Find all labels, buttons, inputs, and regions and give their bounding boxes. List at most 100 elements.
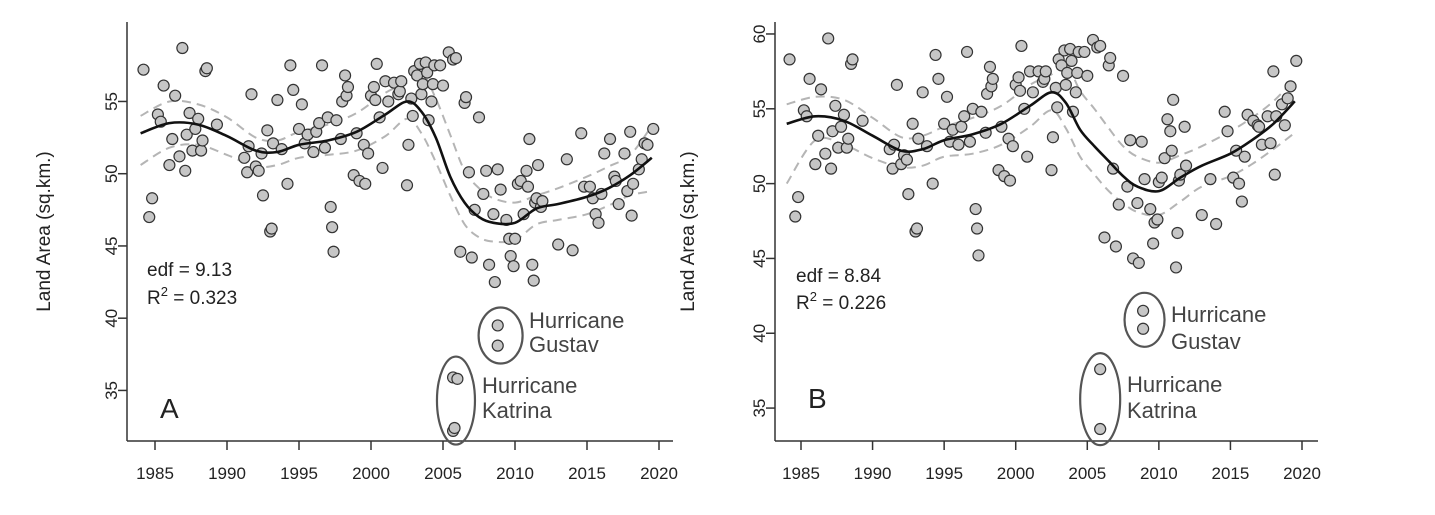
x-tick-label: 2010 — [1140, 464, 1178, 483]
data-point — [1021, 150, 1034, 163]
data-point — [900, 153, 914, 166]
data-point — [1232, 177, 1246, 190]
data-point — [969, 202, 982, 216]
x-tick-label: 2015 — [568, 464, 606, 483]
data-point — [983, 60, 997, 73]
data-point — [1059, 78, 1072, 91]
y-tick-label: 40 — [102, 309, 121, 328]
katrina-label-line1: Hurricane — [1127, 372, 1222, 397]
data-point — [462, 166, 476, 179]
katrina-point — [1094, 363, 1107, 376]
x-tick-label: 2020 — [1283, 464, 1321, 483]
data-point — [803, 72, 816, 85]
data-point — [1078, 45, 1091, 59]
data-point — [1268, 168, 1281, 181]
data-point — [814, 83, 828, 96]
data-point — [318, 141, 332, 154]
data-point — [465, 251, 478, 264]
data-point — [647, 122, 660, 136]
y-axis-title: Land Area (sq.km.) — [678, 151, 699, 312]
data-point — [1026, 86, 1039, 99]
data-point — [1046, 131, 1060, 144]
data-point — [508, 232, 522, 245]
data-point — [970, 222, 984, 235]
data-point — [313, 117, 326, 130]
x-tick-label: 1995 — [280, 464, 318, 483]
data-point — [1284, 80, 1297, 93]
x-tick-label: 2015 — [1212, 464, 1250, 483]
data-point — [494, 183, 507, 196]
data-point — [626, 177, 640, 190]
data-point — [552, 238, 565, 251]
data-point — [1094, 39, 1107, 53]
data-point — [1267, 65, 1280, 78]
data-point — [520, 164, 533, 177]
data-point — [932, 72, 945, 85]
data-point — [1235, 195, 1248, 208]
data-point — [1104, 51, 1117, 65]
data-point — [341, 80, 355, 94]
data-point — [1138, 173, 1151, 186]
r2-stat: R2 = 0.226 — [796, 289, 886, 314]
data-point — [916, 86, 929, 99]
data-point — [856, 114, 869, 127]
data-point — [143, 210, 156, 224]
katrina-ellipse — [435, 355, 477, 446]
fit-line — [140, 100, 653, 226]
data-point — [1131, 196, 1144, 210]
data-point — [359, 177, 372, 190]
r2-superscript: 2 — [810, 289, 817, 304]
data-point — [624, 125, 637, 138]
gustav-label-line1: Hurricane — [1171, 302, 1266, 327]
gustav-point — [491, 339, 504, 352]
data-point — [266, 137, 280, 150]
data-point — [834, 120, 848, 133]
data-point — [929, 48, 942, 62]
data-point — [583, 180, 596, 193]
data-point — [1061, 66, 1074, 79]
data-point — [1045, 164, 1058, 177]
y-tick-label: 45 — [750, 249, 769, 268]
data-point — [194, 144, 208, 157]
data-point — [324, 200, 337, 214]
data-point — [1135, 135, 1148, 148]
x-tick-label: 1990 — [854, 464, 892, 483]
data-point — [416, 78, 429, 91]
r2-prefix: R — [796, 293, 810, 314]
data-point — [819, 147, 832, 160]
data-point — [434, 59, 447, 72]
data-point — [1238, 150, 1251, 163]
data-point — [1012, 71, 1025, 84]
data-point — [1039, 65, 1052, 78]
data-point — [963, 135, 977, 148]
x-tick-label: 2000 — [997, 464, 1035, 483]
data-point — [822, 32, 835, 45]
data-point — [560, 153, 573, 166]
data-point — [281, 177, 294, 190]
data-point — [829, 99, 842, 112]
data-point — [1144, 202, 1157, 216]
data-point — [1069, 86, 1082, 99]
data-point — [783, 53, 796, 66]
data-point — [1006, 140, 1019, 153]
data-point — [938, 117, 951, 130]
data-point — [315, 59, 329, 72]
data-point — [1171, 226, 1184, 240]
y-tick-label: 50 — [750, 174, 769, 193]
panel-letter: B — [808, 383, 827, 414]
data-point — [1109, 240, 1123, 253]
gustav-ellipse — [477, 306, 524, 365]
data-point — [960, 45, 974, 59]
data-point — [531, 158, 545, 172]
data-point — [326, 221, 339, 234]
data-point — [200, 62, 213, 75]
data-point — [491, 163, 504, 176]
data-point — [157, 79, 170, 92]
gustav-point — [1137, 322, 1150, 335]
data-point — [846, 53, 859, 66]
data-point — [592, 216, 605, 229]
data-point — [382, 95, 395, 108]
data-point — [1221, 125, 1234, 138]
data-point — [327, 245, 340, 258]
x-tick-label: 2005 — [1068, 464, 1106, 483]
